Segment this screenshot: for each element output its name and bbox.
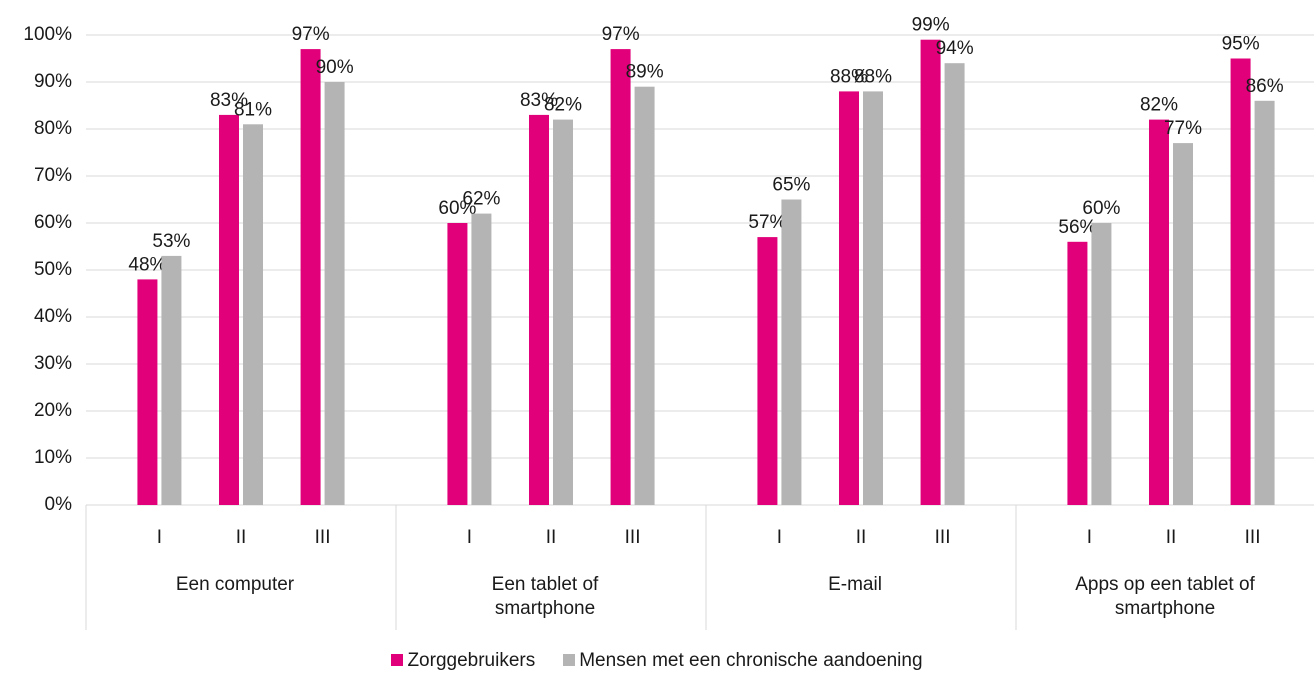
y-tick-label: 50% bbox=[34, 259, 72, 280]
data-label: 83% bbox=[520, 90, 558, 111]
data-label: 57% bbox=[748, 212, 786, 233]
x-tick-label: I bbox=[1087, 527, 1092, 548]
data-label: 88% bbox=[854, 66, 892, 87]
bar bbox=[781, 199, 802, 505]
data-label: 60% bbox=[1082, 198, 1120, 219]
legend-label: Zorggebruikers bbox=[407, 650, 536, 671]
data-label: 90% bbox=[316, 57, 354, 78]
y-tick-label: 20% bbox=[34, 400, 72, 421]
x-tick-label: III bbox=[625, 527, 641, 548]
x-tick-label: III bbox=[935, 527, 951, 548]
legend-swatch bbox=[563, 654, 576, 666]
data-label: 86% bbox=[1246, 76, 1284, 97]
x-tick-label: I bbox=[157, 527, 162, 548]
data-label: 81% bbox=[234, 99, 272, 120]
bar bbox=[324, 82, 345, 505]
bar bbox=[161, 255, 182, 505]
data-label: 77% bbox=[1164, 118, 1202, 139]
group-label: Een tablet of smartphone bbox=[491, 574, 599, 619]
bar bbox=[634, 86, 655, 505]
data-label: 89% bbox=[626, 62, 664, 83]
bar bbox=[863, 91, 883, 506]
bar bbox=[1173, 143, 1193, 505]
bar bbox=[300, 49, 321, 505]
group-label: Apps op een tablet of smartphone bbox=[1075, 574, 1255, 619]
y-tick-label: 0% bbox=[45, 494, 73, 515]
y-tick-label: 100% bbox=[23, 24, 72, 45]
legend: Zorggebruikers Mensen met een chronische … bbox=[0, 650, 1314, 672]
data-label: 82% bbox=[544, 95, 582, 116]
data-label: 53% bbox=[152, 231, 190, 252]
x-tick-label: III bbox=[1245, 527, 1261, 548]
bar bbox=[757, 237, 778, 505]
data-label: 48% bbox=[128, 254, 166, 275]
data-label: 56% bbox=[1058, 217, 1096, 238]
data-label: 65% bbox=[772, 175, 810, 196]
x-tick-label: I bbox=[467, 527, 472, 548]
bar bbox=[1067, 241, 1088, 506]
legend-item: Zorggebruikers bbox=[391, 650, 535, 672]
y-tick-label: 10% bbox=[34, 447, 72, 468]
x-tick-label: II bbox=[546, 527, 557, 548]
bar bbox=[839, 91, 859, 506]
y-tick-label: 30% bbox=[34, 353, 72, 374]
x-tick-label: I bbox=[777, 527, 782, 548]
data-label: 97% bbox=[602, 24, 640, 45]
data-label: 83% bbox=[210, 90, 248, 111]
data-label: 88% bbox=[830, 66, 868, 87]
bar bbox=[447, 223, 468, 505]
legend-label: Mensen met een chronische aandoening bbox=[579, 650, 923, 671]
bar bbox=[920, 39, 941, 505]
bar bbox=[1254, 100, 1275, 506]
x-tick-label: II bbox=[856, 527, 867, 548]
y-tick-label: 70% bbox=[34, 165, 72, 186]
bar bbox=[471, 213, 492, 505]
data-label: 60% bbox=[438, 198, 476, 219]
y-tick-label: 60% bbox=[34, 212, 72, 233]
bar bbox=[1230, 58, 1251, 505]
bar bbox=[610, 49, 631, 505]
bar bbox=[137, 279, 158, 505]
x-tick-label: II bbox=[1166, 527, 1177, 548]
legend-item: Mensen met een chronische aandoening bbox=[563, 650, 923, 672]
bar bbox=[529, 114, 549, 506]
data-label: 97% bbox=[292, 24, 330, 45]
bar bbox=[1149, 119, 1169, 505]
y-tick-label: 40% bbox=[34, 306, 72, 327]
bar bbox=[1091, 223, 1112, 505]
y-tick-label: 80% bbox=[34, 118, 72, 139]
legend-swatch bbox=[391, 654, 404, 666]
x-tick-label: III bbox=[315, 527, 331, 548]
x-tick-label: II bbox=[236, 527, 247, 548]
bar bbox=[219, 114, 239, 506]
group-label: E-mail bbox=[828, 574, 882, 595]
y-tick-label: 90% bbox=[34, 71, 72, 92]
data-label: 99% bbox=[912, 15, 950, 36]
bar bbox=[944, 63, 965, 505]
data-label: 95% bbox=[1222, 34, 1260, 55]
bar bbox=[553, 119, 573, 505]
group-label: Een computer bbox=[175, 574, 295, 595]
bar bbox=[243, 124, 263, 506]
data-label: 62% bbox=[462, 189, 500, 210]
data-label: 82% bbox=[1140, 95, 1178, 116]
data-label: 94% bbox=[936, 38, 974, 59]
